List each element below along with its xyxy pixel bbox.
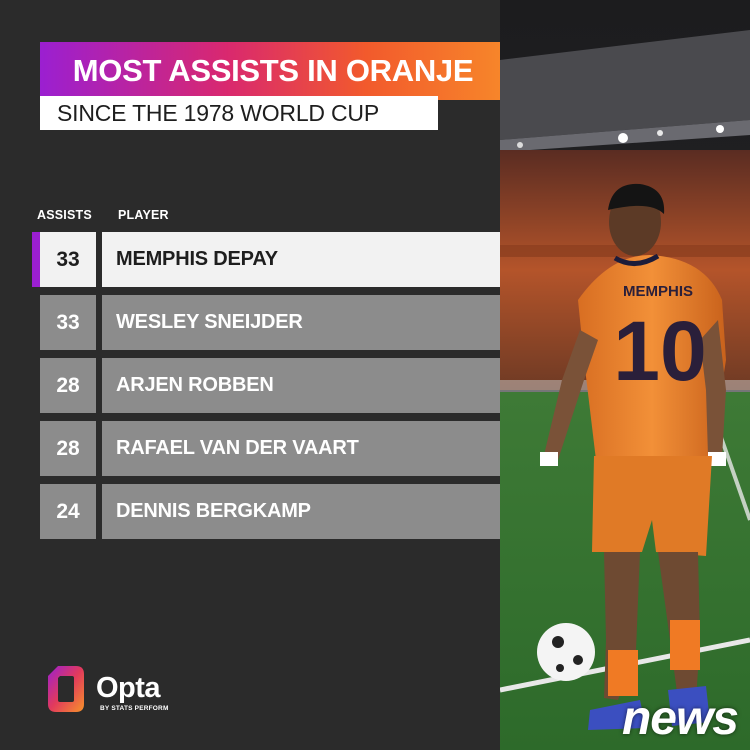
player-name: RAFAEL VAN DER VAART: [116, 437, 359, 459]
opta-wordmark: Opta: [96, 672, 161, 704]
title-banner: MOST ASSISTS IN ORANJE: [40, 42, 506, 100]
player-name: ARJEN ROBBEN: [116, 374, 274, 396]
assists-value: 24: [40, 484, 96, 539]
player-name: DENNIS BERGKAMP: [116, 500, 311, 522]
page-subtitle: SINCE THE 1978 WORLD CUP: [57, 99, 379, 126]
stadium-photo-illustration: MEMPHIS 10: [500, 0, 750, 750]
opta-logo-icon: [48, 666, 84, 712]
player-name-cell: WESLEY SNEIJDER: [102, 295, 500, 350]
assists-value: 28: [40, 358, 96, 413]
jersey-name: MEMPHIS: [623, 283, 693, 300]
column-header-player: PLAYER: [118, 208, 169, 222]
table-row: 33 MEMPHIS DEPAY: [32, 232, 500, 287]
subtitle-box: SINCE THE 1978 WORLD CUP: [40, 96, 438, 130]
player-name-cell: ARJEN ROBBEN: [102, 358, 500, 413]
page-title: MOST ASSISTS IN ORANJE: [72, 53, 474, 88]
player-name-cell: MEMPHIS DEPAY: [102, 232, 500, 287]
player-name: MEMPHIS DEPAY: [116, 248, 278, 270]
table-row: 28 RAFAEL VAN DER VAART: [40, 421, 500, 476]
jersey-number: 10: [613, 304, 706, 398]
table-row: 24 DENNIS BERGKAMP: [40, 484, 500, 539]
table-row: 28 ARJEN ROBBEN: [40, 358, 500, 413]
assists-value: 33: [40, 295, 96, 350]
player-name: WESLEY SNEIJDER: [116, 311, 303, 333]
highlight-accent-bar: [32, 232, 40, 287]
infographic-panel: MOST ASSISTS IN ORANJE SINCE THE 1978 WO…: [32, 42, 506, 712]
player-photo: MEMPHIS 10 news: [500, 0, 750, 750]
assists-value: 33: [40, 232, 96, 287]
assists-value: 28: [40, 421, 96, 476]
player-name-cell: DENNIS BERGKAMP: [102, 484, 500, 539]
player-name-cell: RAFAEL VAN DER VAART: [102, 421, 500, 476]
opta-tagline: BY STATS PERFORM: [100, 705, 169, 712]
column-header-assists: ASSISTS: [37, 208, 92, 222]
table-row: 33 WESLEY SNEIJDER: [40, 295, 500, 350]
news-watermark: news: [621, 692, 739, 745]
